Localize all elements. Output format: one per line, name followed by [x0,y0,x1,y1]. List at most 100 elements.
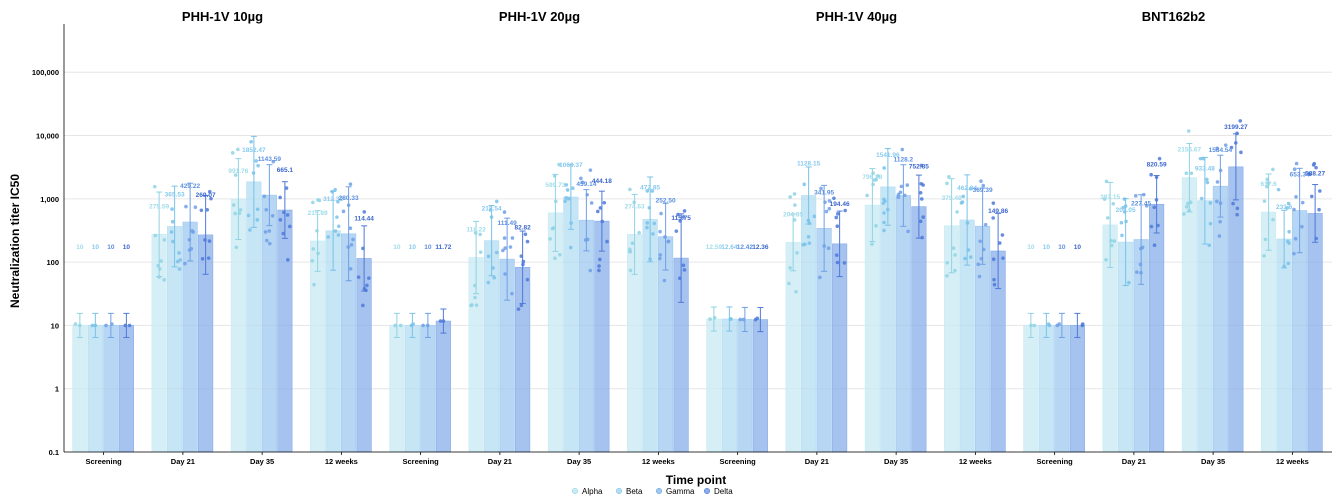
data-point [1292,167,1297,172]
data-point [1208,221,1213,226]
data-point [1121,205,1126,210]
data-label: 1128.15 [797,161,821,168]
data-point [881,201,886,205]
data-point [1229,145,1234,150]
data-point [787,281,791,286]
bar [261,194,277,453]
data-label: 269.07 [196,192,216,199]
data-point [1104,257,1108,262]
panel-title: BNT162b2 [1142,9,1206,24]
data-point [842,261,847,265]
data-point [470,303,474,307]
data-point [1263,237,1268,242]
data-point [248,228,252,232]
data-point [824,209,829,214]
bar [706,318,722,453]
legend-marker [615,487,623,495]
data-point [1198,156,1203,161]
data-point [333,187,337,192]
data-point [1157,156,1162,161]
bar [103,325,119,453]
x-tick-label: 12 weeks [325,457,358,466]
data-point [827,206,832,211]
data-point [870,242,874,246]
data-point [1293,236,1298,241]
data-point [336,224,341,229]
data-label: 1128.2 [894,157,914,164]
data-point [1215,146,1219,151]
data-label: 665.1 [277,167,294,174]
legend-marker [655,487,663,495]
data-point [563,199,567,203]
data-point [315,228,319,233]
data-point [645,225,649,230]
data-point [991,216,995,220]
data-label: 274.63 [625,203,645,210]
data-point [491,266,495,270]
data-point [978,239,983,244]
data-point [872,178,877,182]
data-label: 429.22 [180,183,200,190]
bar [404,325,420,453]
data-point [650,189,655,193]
data-point [233,211,237,216]
data-point [1285,206,1290,210]
bar [785,242,801,453]
data-point [421,323,425,328]
data-point [1189,171,1194,176]
data-point [209,196,213,201]
x-tick-label: Day 21 [805,457,829,466]
bar [1054,325,1070,453]
data-point [510,236,515,240]
data-point [919,182,924,186]
data-point [256,163,260,168]
data-point [205,208,210,212]
bar [880,186,896,453]
bar [420,325,436,453]
data-point [597,264,601,268]
data-label: 118.22 [466,227,486,234]
data-point [162,278,166,282]
legend-marker [571,487,579,495]
data-point [919,197,924,201]
data-point [177,267,182,271]
data-label: 599.73 [545,182,565,189]
data-point [170,219,175,224]
data-point [570,186,575,191]
data-point [516,307,521,311]
data-point [206,256,211,260]
data-point [510,291,514,296]
data-point [1205,180,1210,185]
data-label: 472.85 [640,184,660,191]
data-point [519,303,524,308]
data-point [564,183,569,187]
data-point [1184,205,1189,209]
x-tick-label: Day 21 [171,457,195,466]
data-point [551,226,556,230]
data-label: 1143.59 [258,156,282,163]
data-point [794,289,798,294]
bar [864,204,880,453]
data-point [183,261,187,266]
x-axis-label: Time point [666,473,726,487]
data-point [348,226,353,231]
bar [594,220,610,453]
data-point [326,235,331,239]
data-point [568,245,573,250]
data-point [193,205,198,209]
data-point [1235,206,1240,211]
data-point [478,232,482,237]
data-point [153,233,158,238]
data-point [953,268,957,273]
data-point [955,210,959,214]
data-point [1119,220,1124,225]
data-point [494,199,499,204]
data-point [1205,177,1209,182]
data-point [1265,184,1269,189]
data-point [90,323,95,328]
data-point [792,218,797,222]
data-point [341,209,346,214]
data-point [628,249,632,254]
data-point [898,190,903,195]
data-point [598,257,602,262]
